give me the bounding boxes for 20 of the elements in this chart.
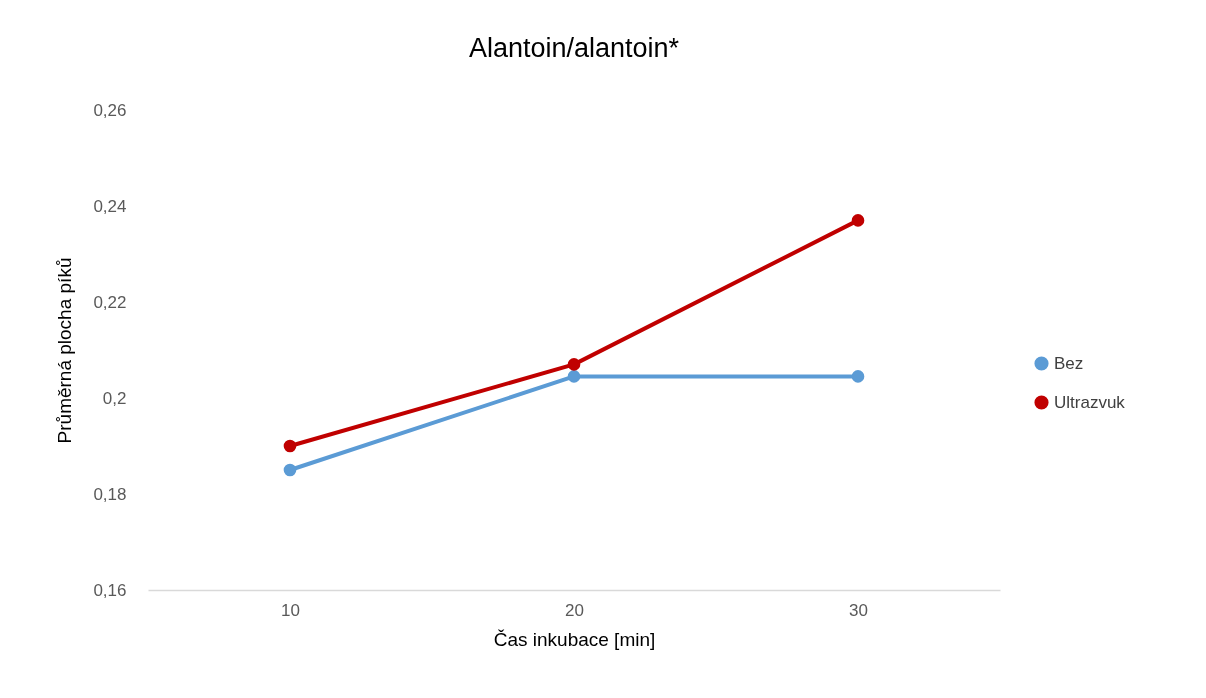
y-tick-label: 0,2: [102, 388, 127, 408]
y-tick-label: 0,22: [93, 292, 127, 312]
y-tick-label: 0,18: [93, 484, 127, 504]
x-tick-label: 30: [849, 600, 868, 620]
x-axis-title: Čas inkubace [min]: [493, 628, 656, 650]
legend-label: Bez: [1054, 353, 1084, 373]
point: [567, 358, 581, 371]
chart-title: Alantoin/alantoin*: [468, 33, 680, 63]
point: [851, 370, 865, 383]
y-tick-label: 0,16: [93, 580, 127, 600]
point: [283, 463, 297, 477]
y-axis-title: Průměrná plocha píků: [54, 257, 76, 444]
point: [851, 214, 865, 227]
point: [283, 439, 297, 453]
x-tick-label: 20: [565, 600, 584, 620]
y-tick-label: 0,24: [93, 196, 127, 216]
point: [567, 370, 581, 383]
x-tick-label: 10: [281, 600, 300, 620]
legend-label: Ultrazvuk: [1054, 392, 1126, 412]
y-tick-label: 0,26: [93, 100, 127, 120]
